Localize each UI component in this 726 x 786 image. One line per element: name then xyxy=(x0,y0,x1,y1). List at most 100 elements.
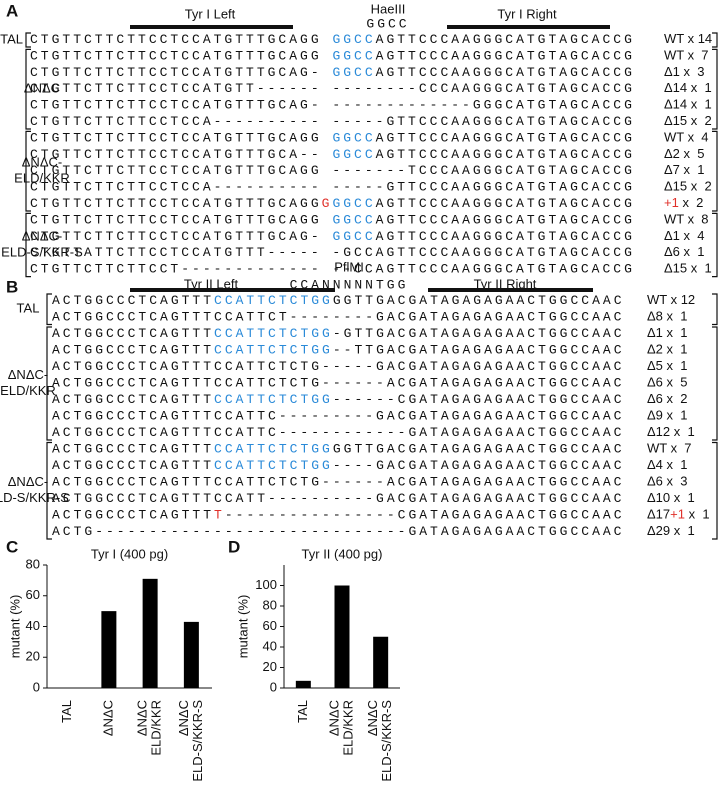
sequence-part: -GTTGACGATAGAGAGAACTGGCCAAC xyxy=(333,326,625,341)
sequence: CTGTTCTTCTTCCTCCATGTTTGCAG- GGCCAGTTCCCA… xyxy=(30,229,635,244)
count: Δ6 x 1 xyxy=(664,245,704,260)
sequence: ACTGGCCCTCAGTTTCCATTCTCTG-----GACGATAGAG… xyxy=(52,359,624,374)
sequence-part: CCATTCTCTGG xyxy=(214,293,333,308)
count-part: Δ4 x 1 xyxy=(647,457,687,472)
count-part: Δ1 x 3 xyxy=(664,64,704,79)
region-label: Tyr I Left xyxy=(185,6,236,21)
sequence-part: AGTTCCCAAGGGCATGTAGCACCG xyxy=(376,147,635,162)
group-label: ELD/KKR xyxy=(0,383,56,398)
count: Δ5 x 1 xyxy=(647,358,687,373)
sequence-part: CTGTTCTTCTTCCTCCATGTTTGCA-- xyxy=(30,147,332,162)
sequence-part: AGTTCCCAAGGGCATGTAGCACCG xyxy=(376,131,635,146)
count-part: Δ1 x 1 xyxy=(647,325,687,340)
bracket xyxy=(25,48,31,130)
bracket xyxy=(712,212,718,278)
x-tick-label: ΔNΔC xyxy=(326,700,341,736)
count: Δ1 x 1 xyxy=(647,325,687,340)
sequence-part: GGCC xyxy=(332,147,375,162)
sequence-part: CCATTCTCTGG xyxy=(214,326,333,341)
x-tick-label: ELD/KKR xyxy=(149,700,164,756)
group-label: ΔNΔC xyxy=(24,81,60,96)
sequence-part: ACTGGCCCTCAGTTTCCATT----------GACGATAGAG… xyxy=(52,491,624,506)
chart-title: Tyr I (400 pg) xyxy=(91,546,168,561)
sequence-part: AGTTCCCAAGGGCATGTAGCACCG xyxy=(376,213,635,228)
count-part: WT x 7 xyxy=(664,48,709,63)
sequence: CTGTTCTTCTTCCTCCATGTTTGCAGGGGGCCAGTTCCCA… xyxy=(30,196,635,211)
sequence-part: CTGTTCTTCTTCCTCCATGTTTGCAG- ------------… xyxy=(30,98,635,113)
sequence-part: CTGTTCTTCTTCCT------------- --CCAGTTCCCA… xyxy=(30,262,635,277)
count: Δ14 x 1 xyxy=(664,81,712,96)
sequence-part: CTGTTATTCTTCCTCCATGTTT----- -GCCAGTTCCCA… xyxy=(30,246,635,261)
sequence: ACTGGCCCTCAGTTTCCATTC---------GACGATAGAG… xyxy=(52,409,624,424)
sequence-part: AGTTCCCAAGGGCATGTAGCACCG xyxy=(376,65,635,80)
bracket xyxy=(46,441,52,540)
count: Δ15 x 2 xyxy=(664,113,712,128)
sequence-part: ACTGGCCCTCAGTTTCCATTCTCTG------ACGATAGAG… xyxy=(52,376,624,391)
bar xyxy=(373,636,389,688)
sequence-part: AGTTCCCAAGGGCATGTAGCACCG xyxy=(376,229,635,244)
sequence-part: GGCC xyxy=(332,229,375,244)
sequence-part: CTGTTCTTCTTCCTCCATGTTTGCAGG xyxy=(30,49,332,64)
y-tick-label: 80 xyxy=(26,556,40,571)
sequence-part: ACTGGCCCTCAGTTTCCATTC------------GATAGAG… xyxy=(52,425,624,440)
x-tick-label: ELD/KKR xyxy=(340,700,355,756)
count: Δ6 x 5 xyxy=(647,375,687,390)
sequence-part: GGTTGACGATAGAGAGAACTGGCCAAC xyxy=(333,442,625,457)
count-part: Δ2 x 5 xyxy=(664,146,704,161)
bracket xyxy=(712,326,718,441)
x-tick-label: ELD-S/KKR-S xyxy=(379,700,394,782)
count-part: Δ12 x 1 xyxy=(647,424,695,439)
group-label: ELD/KKR xyxy=(14,171,70,186)
x-tick-label: ΔNΔC xyxy=(135,700,150,736)
x-tick-label: ΔNΔC xyxy=(176,700,191,736)
sequence-part: CCATTCTCTGG xyxy=(214,343,333,358)
site-label: GGCC xyxy=(366,16,409,31)
sequence-part: AGTTCCCAAGGGCATGTAGCACCG xyxy=(376,32,635,47)
count-part: Δ10 x 1 xyxy=(647,490,695,505)
count: Δ29 x 1 xyxy=(647,523,695,538)
count: WT x 14 xyxy=(664,31,712,46)
count-part: WT x 8 xyxy=(664,212,709,227)
group-label: ΔNΔC- xyxy=(8,474,48,489)
count-part: Δ7 x 1 xyxy=(664,163,704,178)
sequence-part: AGTTCCCAAGGGCATGTAGCACCG xyxy=(376,49,635,64)
group-label: ΔNΔC- xyxy=(8,367,48,382)
panel-label: D xyxy=(228,537,240,556)
y-tick-label: 60 xyxy=(26,587,40,602)
count-part: WT x 4 xyxy=(664,130,709,145)
sequence-part: AGTTCCCAAGGGCATGTAGCACCG xyxy=(376,196,635,211)
bar xyxy=(295,680,311,688)
count: WT x 7 xyxy=(647,441,692,456)
count: Δ14 x 1 xyxy=(664,97,712,112)
sequence-part: G xyxy=(322,196,333,211)
bracket xyxy=(25,32,31,48)
y-tick-label: 0 xyxy=(33,679,40,694)
count-part: Δ1 x 4 xyxy=(664,228,704,243)
count: WT x 4 xyxy=(664,130,709,145)
y-tick-label: 40 xyxy=(26,618,40,633)
sequence: ACTGGCCCTCAGTTTT----------------CGATAGAG… xyxy=(52,508,625,523)
sequence-part: ACTGGCCCTCAGTTT xyxy=(52,442,214,457)
sequence: CTGTTCTTCTTCCTCCATGTTTGCAG- GGCCAGTTCCCA… xyxy=(30,65,635,80)
sequence: ACTGGCCCTCAGTTTCCATTC------------GATAGAG… xyxy=(52,425,624,440)
bracket xyxy=(25,212,31,278)
bracket xyxy=(712,32,718,48)
y-tick-label: 80 xyxy=(263,597,277,612)
sequence-part: CTGTTCTTCTTCCTCCATGTTTGCAG- xyxy=(30,65,332,80)
sequence: CTGTTCTTCTTCCTCCATGTTTGCAGG GGCCAGTTCCCA… xyxy=(30,49,635,64)
sequence: ACTGGCCCTCAGTTTCCATTCTCTG------ACGATAGAG… xyxy=(52,376,624,391)
sequence-part: ACTGGCCCTCAGTTT xyxy=(52,293,214,308)
sequence-part: CTGTTCTTCTTCCTCCATGTTTGCAGG xyxy=(30,196,322,211)
panel-label: B xyxy=(6,277,18,296)
count: Δ6 x 3 xyxy=(647,474,687,489)
count: Δ6 x 2 xyxy=(647,391,687,406)
count-part: Δ17 xyxy=(647,507,670,522)
count-part: Δ9 x 1 xyxy=(647,408,687,423)
count-part: WT x 7 xyxy=(647,441,692,456)
bracket xyxy=(25,130,31,212)
group-label: TAL xyxy=(0,31,23,46)
sequence: CTGTTCTTCTTCCTCCATGTTTGCAGG GGCCAGTTCCCA… xyxy=(30,32,635,47)
sequence: CTGTTCTTCTTCCTCCA---------- -----GTTCCCA… xyxy=(30,114,635,129)
sequence-part: GGCC xyxy=(332,213,375,228)
chart-title: Tyr II (400 pg) xyxy=(302,546,383,561)
